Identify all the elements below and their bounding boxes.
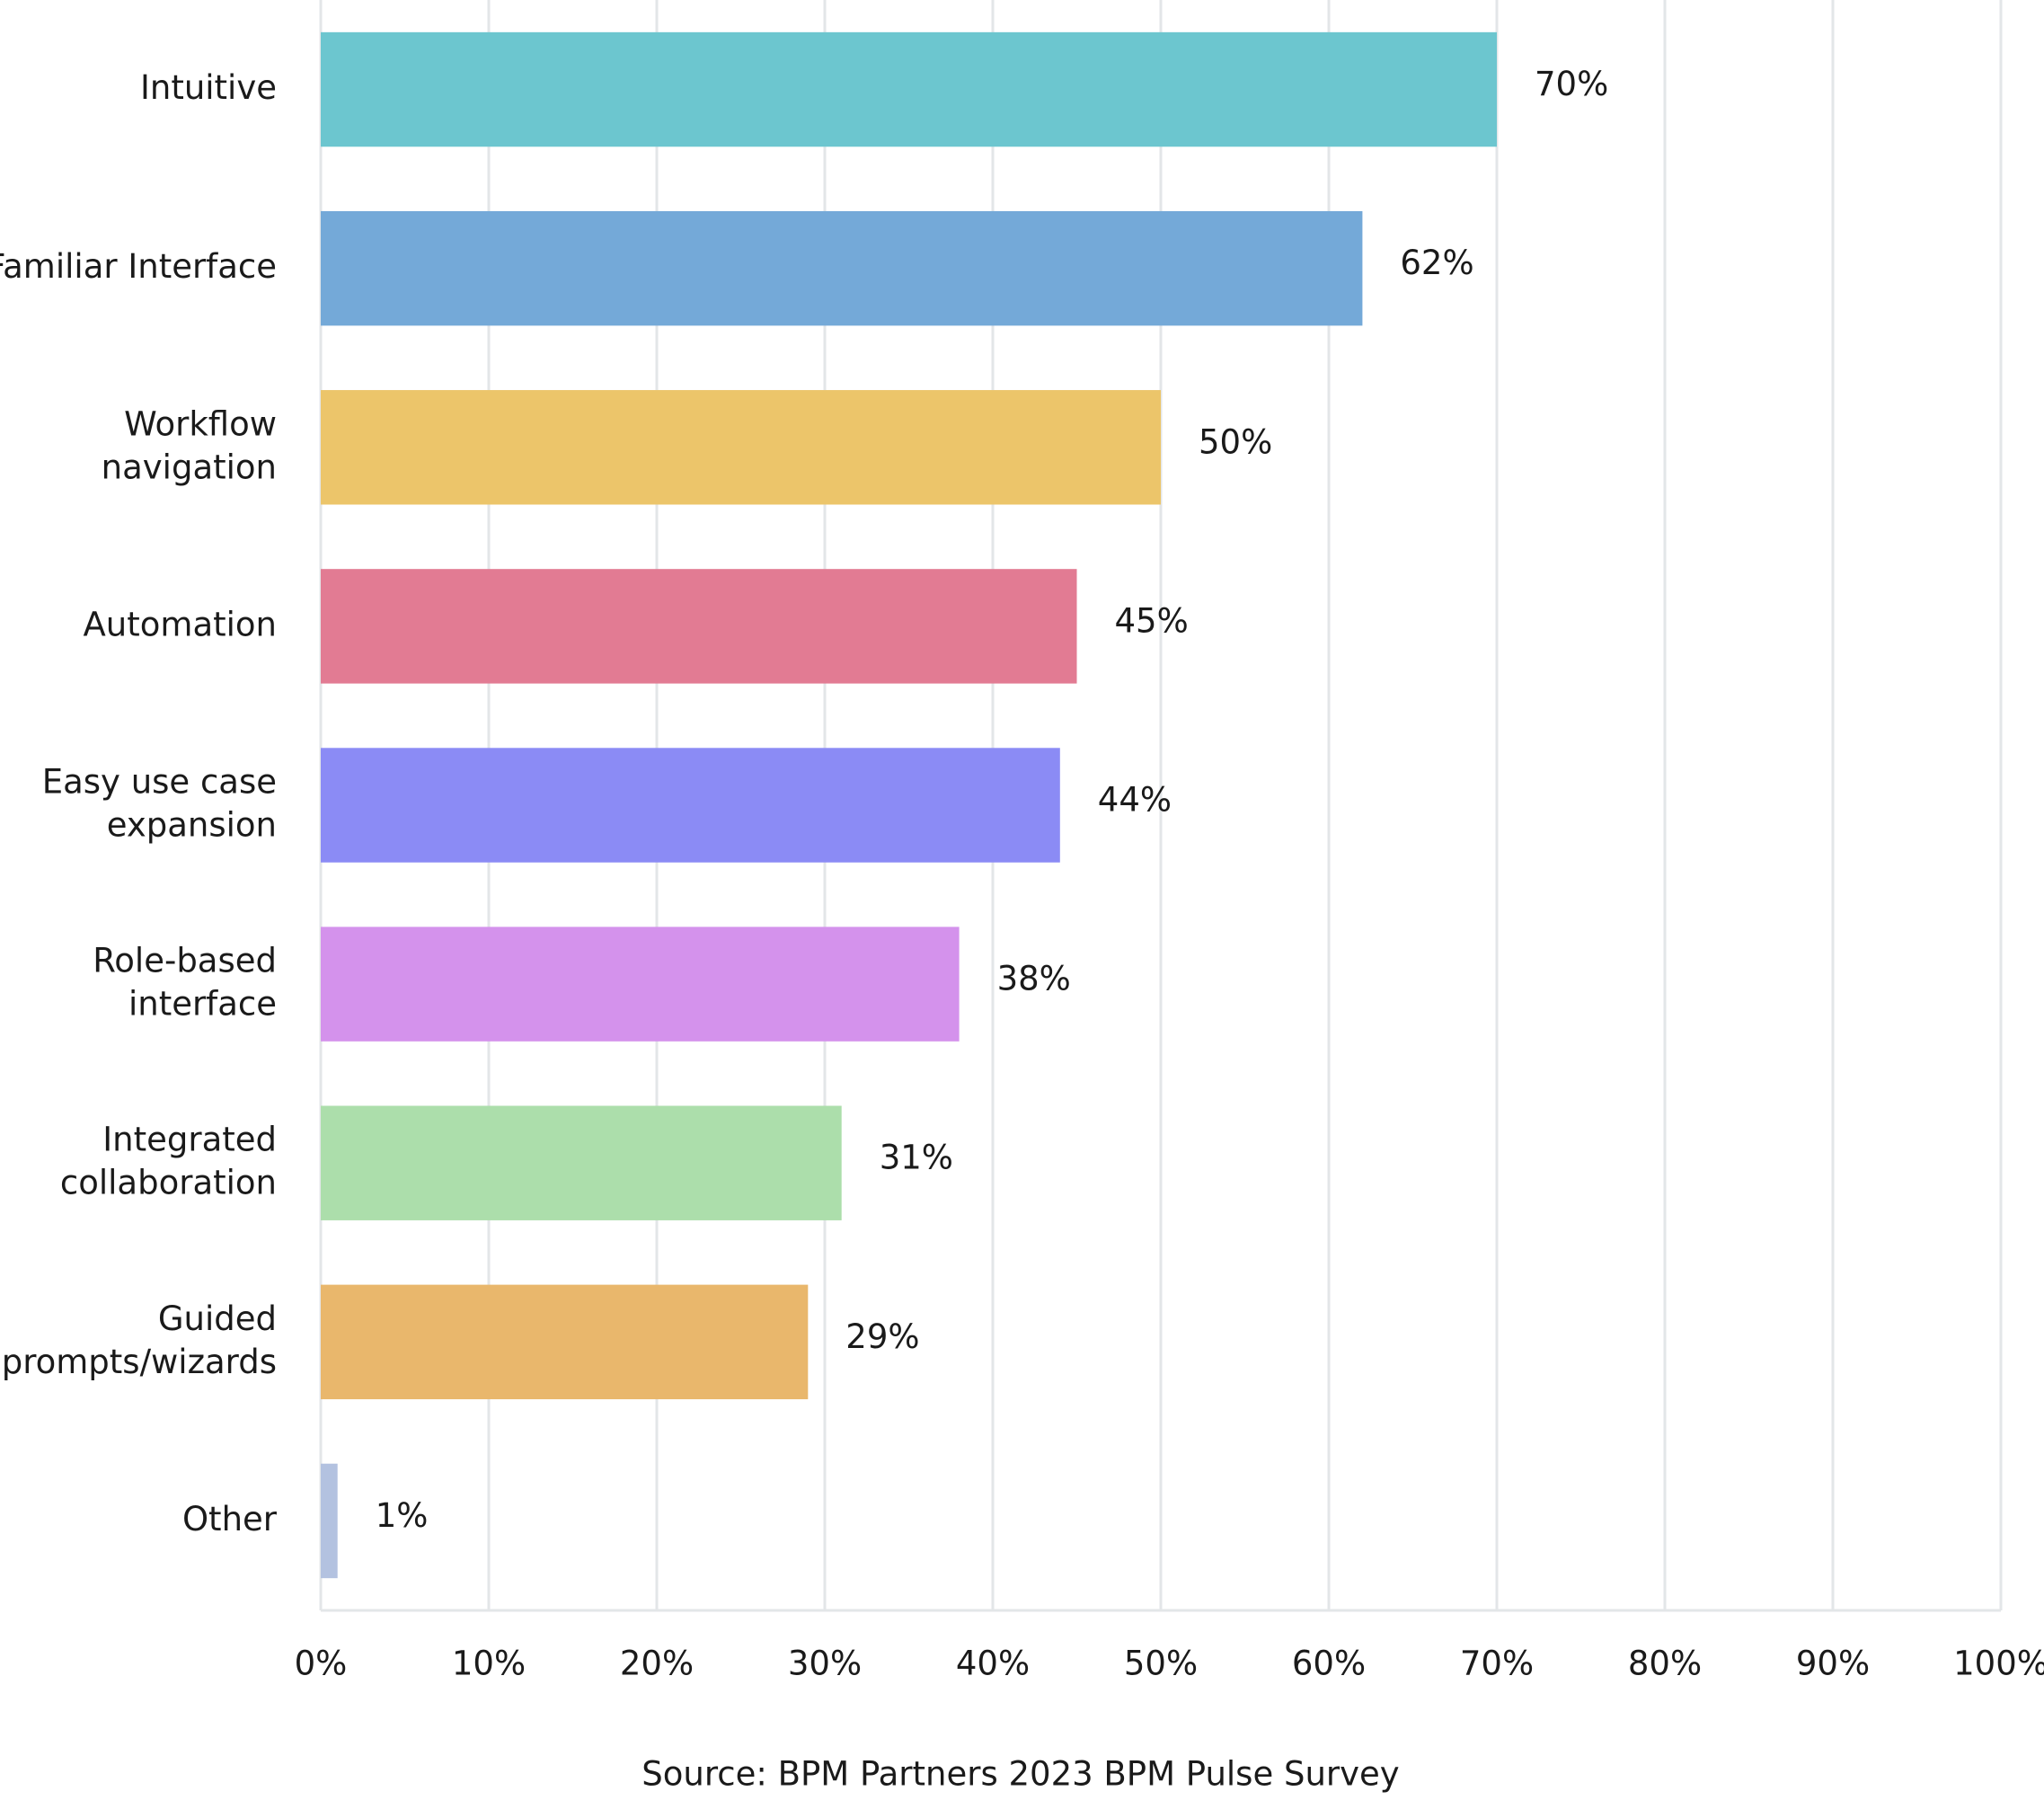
y-tick-label: interface xyxy=(128,985,277,1024)
source-note: Source: BPM Partners 2023 BPM Pulse Surv… xyxy=(642,1755,1399,1794)
x-tick-label: 70% xyxy=(1460,1645,1534,1683)
value-label: 31% xyxy=(880,1139,953,1177)
bar xyxy=(321,569,1077,684)
bar xyxy=(321,1463,338,1579)
x-tick-label: 40% xyxy=(956,1645,1030,1683)
y-tick-label: Familiar Interface xyxy=(0,247,277,286)
x-tick-label: 50% xyxy=(1124,1645,1198,1683)
y-tick-label: Easy use case xyxy=(42,763,277,802)
value-label: 62% xyxy=(1400,244,1473,282)
x-tick-label: 100% xyxy=(1953,1645,2044,1683)
y-tick-label: Guided xyxy=(158,1299,277,1338)
y-tick-label: Workflow xyxy=(124,404,277,443)
bar xyxy=(321,31,1497,147)
value-label: 70% xyxy=(1535,65,1608,103)
bar xyxy=(321,1284,809,1400)
x-tick-label: 60% xyxy=(1292,1645,1366,1683)
y-tick-label: navigation xyxy=(102,448,277,486)
value-label: 50% xyxy=(1199,422,1272,461)
y-tick-label: prompts/wizards xyxy=(2,1343,277,1381)
bar xyxy=(321,1105,842,1220)
y-tick-label: Integrated xyxy=(102,1121,277,1159)
y-tick-label: Intuitive xyxy=(140,68,277,107)
y-tick-label: collaboration xyxy=(60,1164,277,1202)
y-tick-label: Automation xyxy=(84,605,278,643)
y-tick-label: Role-based xyxy=(93,942,277,980)
value-label: 38% xyxy=(997,960,1071,998)
x-tick-label: 80% xyxy=(1628,1645,1702,1683)
x-tick-label: 10% xyxy=(452,1645,526,1683)
value-label: 1% xyxy=(376,1496,429,1535)
bar xyxy=(321,927,960,1042)
x-tick-label: 90% xyxy=(1796,1645,1870,1683)
y-tick-label: Other xyxy=(182,1500,278,1538)
bar xyxy=(321,748,1060,863)
x-tick-label: 30% xyxy=(788,1645,862,1683)
value-label: 44% xyxy=(1098,781,1172,820)
x-tick-label: 20% xyxy=(620,1645,694,1683)
bar xyxy=(321,210,1363,326)
bar xyxy=(321,390,1161,505)
value-label: 29% xyxy=(845,1317,919,1356)
x-tick-label: 0% xyxy=(295,1645,348,1683)
y-tick-label: expansion xyxy=(107,806,277,845)
value-label: 45% xyxy=(1115,601,1189,640)
